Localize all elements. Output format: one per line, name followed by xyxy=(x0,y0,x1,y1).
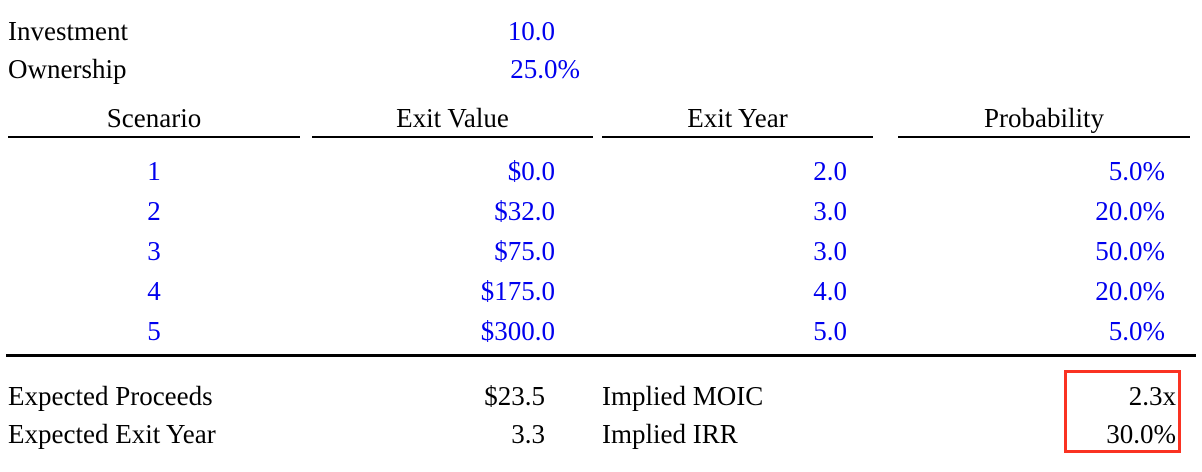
exit-value-cell[interactable]: $32.0 xyxy=(494,196,555,226)
ownership-label: Ownership xyxy=(8,54,127,84)
probability-cell[interactable]: 50.0% xyxy=(1095,236,1165,266)
exit-year-cell[interactable]: 3.0 xyxy=(813,236,847,266)
exit-value-cell[interactable]: $300.0 xyxy=(480,316,555,346)
expected-proceeds-row: Expected Proceeds $23.5 Implied MOIC 2.3… xyxy=(0,377,1202,415)
implied-moic-label: Implied MOIC xyxy=(602,381,764,411)
probability-cell[interactable]: 5.0% xyxy=(1108,156,1165,186)
exit-value-cell[interactable]: $0.0 xyxy=(507,156,555,186)
table-row: 1 $0.0 2.0 5.0% xyxy=(0,151,1202,191)
scenario-number-cell[interactable]: 1 xyxy=(147,156,161,186)
table-row: 4 $175.0 4.0 20.0% xyxy=(0,271,1202,311)
probability-cell[interactable]: 20.0% xyxy=(1095,196,1165,226)
table-bottom-rule xyxy=(6,354,1196,357)
ownership-value-cell[interactable]: 25.0% xyxy=(510,54,580,84)
header-exit-value: Exit Value xyxy=(312,100,593,138)
exit-year-cell[interactable]: 5.0 xyxy=(813,316,847,346)
ownership-row: Ownership 25.0% xyxy=(0,50,1202,88)
probability-cell[interactable]: 20.0% xyxy=(1095,276,1165,306)
exit-year-cell[interactable]: 3.0 xyxy=(813,196,847,226)
header-exit-year: Exit Year xyxy=(602,100,873,138)
table-row: 2 $32.0 3.0 20.0% xyxy=(0,191,1202,231)
expected-proceeds-value: $23.5 xyxy=(484,381,545,411)
investment-value-cell[interactable]: 10.0 xyxy=(507,16,555,46)
probability-cell[interactable]: 5.0% xyxy=(1108,316,1165,346)
investment-label: Investment xyxy=(8,16,128,46)
table-row: 3 $75.0 3.0 50.0% xyxy=(0,231,1202,271)
exit-value-cell[interactable]: $175.0 xyxy=(480,276,555,306)
expected-exit-year-label: Expected Exit Year xyxy=(8,419,216,449)
implied-irr-label: Implied IRR xyxy=(602,419,738,449)
header-probability: Probability xyxy=(898,100,1190,138)
exit-value-cell[interactable]: $75.0 xyxy=(494,236,555,266)
implied-irr-value: 30.0% xyxy=(1106,419,1176,449)
scenario-table-header: Scenario Exit Value Exit Year Probabilit… xyxy=(0,100,1202,138)
scenario-number-cell[interactable]: 4 xyxy=(147,276,161,306)
exit-year-cell[interactable]: 4.0 xyxy=(813,276,847,306)
expected-exit-year-row: Expected Exit Year 3.3 Implied IRR 30.0% xyxy=(0,415,1202,453)
table-row: 5 $300.0 5.0 5.0% xyxy=(0,311,1202,351)
expected-exit-year-value: 3.3 xyxy=(511,419,545,449)
scenario-number-cell[interactable]: 3 xyxy=(147,236,161,266)
exit-year-cell[interactable]: 2.0 xyxy=(813,156,847,186)
expected-proceeds-label: Expected Proceeds xyxy=(8,381,213,411)
scenario-number-cell[interactable]: 2 xyxy=(147,196,161,226)
scenario-number-cell[interactable]: 5 xyxy=(147,316,161,346)
investment-row: Investment 10.0 xyxy=(0,12,1202,50)
header-scenario: Scenario xyxy=(8,100,300,138)
implied-moic-value: 2.3x xyxy=(1128,381,1176,411)
